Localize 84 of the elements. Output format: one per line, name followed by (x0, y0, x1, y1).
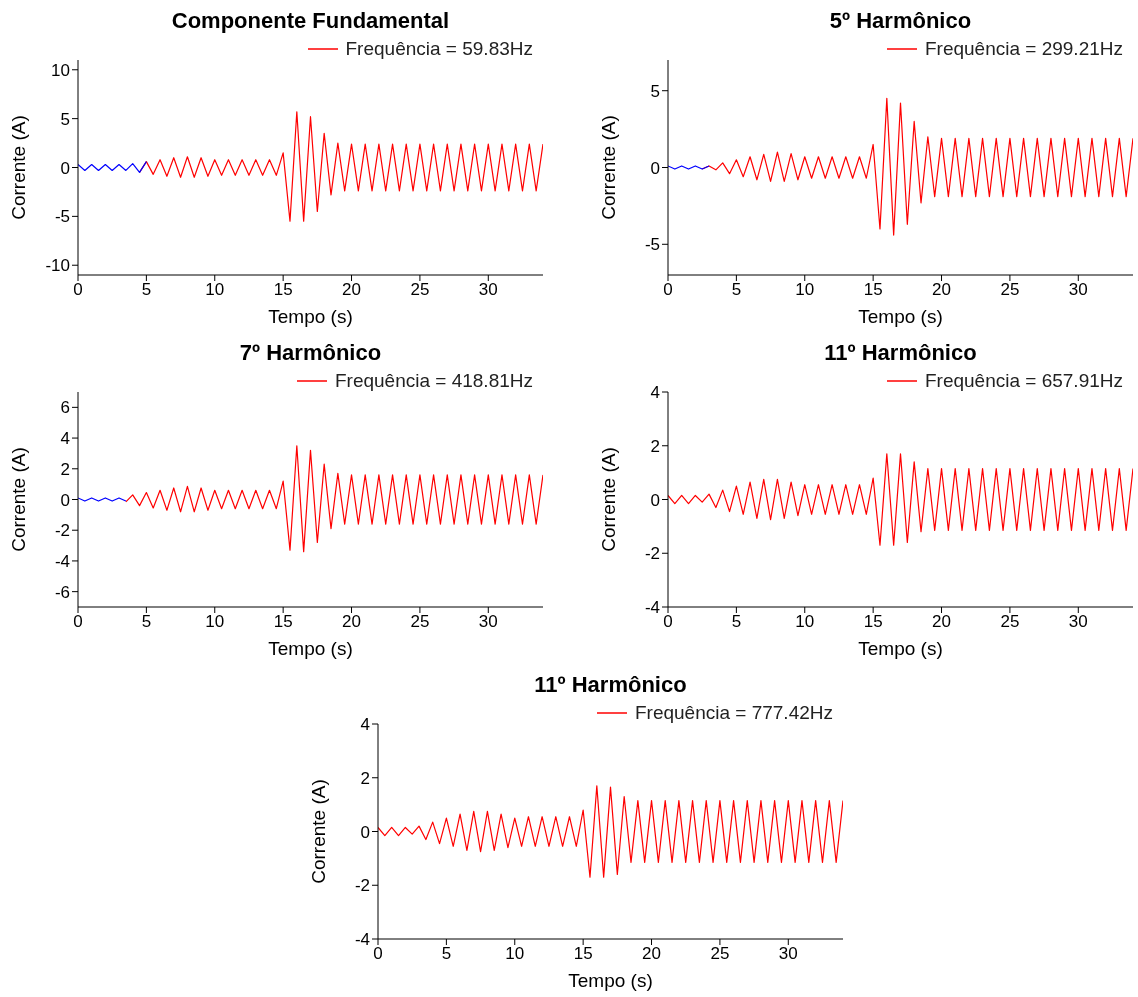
y-tick-label: -6 (54, 582, 70, 602)
x-tick-label: 20 (932, 612, 951, 632)
x-tick-label: 30 (1068, 280, 1088, 300)
x-tick-label: 0 (663, 280, 673, 300)
x-tick-label: 25 (410, 280, 430, 300)
legend-label: Frequência = 657.91Hz (924, 370, 1123, 392)
y-tick-label: -10 (45, 256, 70, 276)
y-tick-label: 4 (60, 429, 70, 449)
chart-title: 5º Harmônico (828, 8, 973, 34)
legend-label: Frequência = 777.42Hz (634, 702, 833, 724)
y-tick-label: 0 (650, 158, 660, 178)
y-tick-label: 0 (60, 490, 70, 510)
y-tick-label: 6 (60, 398, 70, 418)
y-tick-label: 5 (650, 81, 660, 101)
x-axis-title: Tempo (s) (268, 306, 353, 327)
x-tick-label: 25 (1000, 612, 1020, 632)
x-tick-label: 20 (342, 280, 361, 300)
x-tick-label: 30 (478, 280, 498, 300)
x-tick-label: 10 (205, 612, 225, 632)
x-tick-label: 30 (1068, 612, 1088, 632)
x-tick-label: 30 (778, 944, 798, 964)
line-series (668, 453, 1133, 546)
y-tick-label: -5 (54, 207, 70, 227)
y-tick-label: 2 (60, 459, 70, 479)
x-tick-label: 5 (731, 612, 742, 632)
y-axis-title: Corrente (A) (597, 115, 619, 220)
line-series (78, 161, 147, 173)
x-tick-label: 25 (410, 612, 430, 632)
y-tick-label: -4 (54, 551, 70, 571)
x-tick-label: 5 (141, 280, 152, 300)
x-tick-label: 5 (731, 280, 742, 300)
y-axis-title: Corrente (A) (7, 447, 29, 552)
chart-title: 7º Harmônico (238, 340, 383, 366)
y-tick-label: 0 (360, 822, 370, 842)
y-tick-label: 4 (360, 715, 370, 735)
y-tick-label: -2 (644, 544, 660, 564)
y-tick-label: -2 (54, 521, 70, 541)
x-axis-title: Tempo (s) (858, 638, 943, 659)
x-tick-label: 15 (863, 280, 883, 300)
chart-title: 11º Harmônico (823, 340, 978, 366)
y-axis-title: Corrente (A) (597, 447, 619, 552)
x-axis-title: Tempo (s) (268, 638, 353, 659)
legend-label: Frequência = 418.81Hz (334, 370, 533, 392)
x-tick-label: 0 (73, 280, 83, 300)
y-tick-label: 0 (60, 158, 70, 178)
x-tick-label: 20 (642, 944, 661, 964)
x-tick-label: 20 (342, 612, 361, 632)
x-tick-label: 0 (663, 612, 673, 632)
y-tick-label: -4 (644, 598, 660, 618)
y-axis-title: Corrente (A) (307, 779, 329, 884)
line-series (125, 445, 543, 553)
x-tick-label: 15 (863, 612, 883, 632)
chart-title: Componente Fundamental (170, 8, 451, 34)
y-tick-label: 5 (60, 109, 70, 129)
x-tick-label: 10 (205, 280, 225, 300)
x-tick-label: 20 (932, 280, 951, 300)
y-tick-label: -2 (354, 876, 370, 896)
line-series (378, 785, 843, 878)
legend-label: Frequência = 59.83Hz (345, 38, 533, 60)
x-tick-label: 30 (478, 612, 498, 632)
x-tick-label: 10 (795, 280, 815, 300)
chart-title: 11º Harmônico (533, 672, 688, 698)
y-tick-label: 0 (650, 490, 660, 510)
x-axis-title: Tempo (s) (568, 970, 653, 991)
y-tick-label: -4 (354, 930, 370, 950)
y-axis-title: Corrente (A) (7, 115, 29, 220)
x-tick-label: 0 (373, 944, 383, 964)
x-tick-label: 10 (505, 944, 525, 964)
x-tick-label: 5 (441, 944, 452, 964)
x-tick-label: 25 (710, 944, 730, 964)
legend-label: Frequência = 299.21Hz (924, 38, 1123, 60)
x-tick-label: 15 (273, 280, 293, 300)
y-tick-label: 2 (360, 768, 370, 788)
x-tick-label: 5 (141, 612, 152, 632)
x-tick-label: 25 (1000, 280, 1020, 300)
x-tick-label: 15 (273, 612, 293, 632)
y-tick-label: 10 (51, 60, 70, 80)
x-axis-title: Tempo (s) (858, 306, 943, 327)
y-tick-label: 2 (650, 436, 660, 456)
x-tick-label: 10 (795, 612, 815, 632)
y-tick-label: 4 (650, 383, 660, 403)
y-tick-label: -5 (644, 235, 660, 255)
x-tick-label: 0 (73, 612, 83, 632)
x-tick-label: 15 (573, 944, 593, 964)
